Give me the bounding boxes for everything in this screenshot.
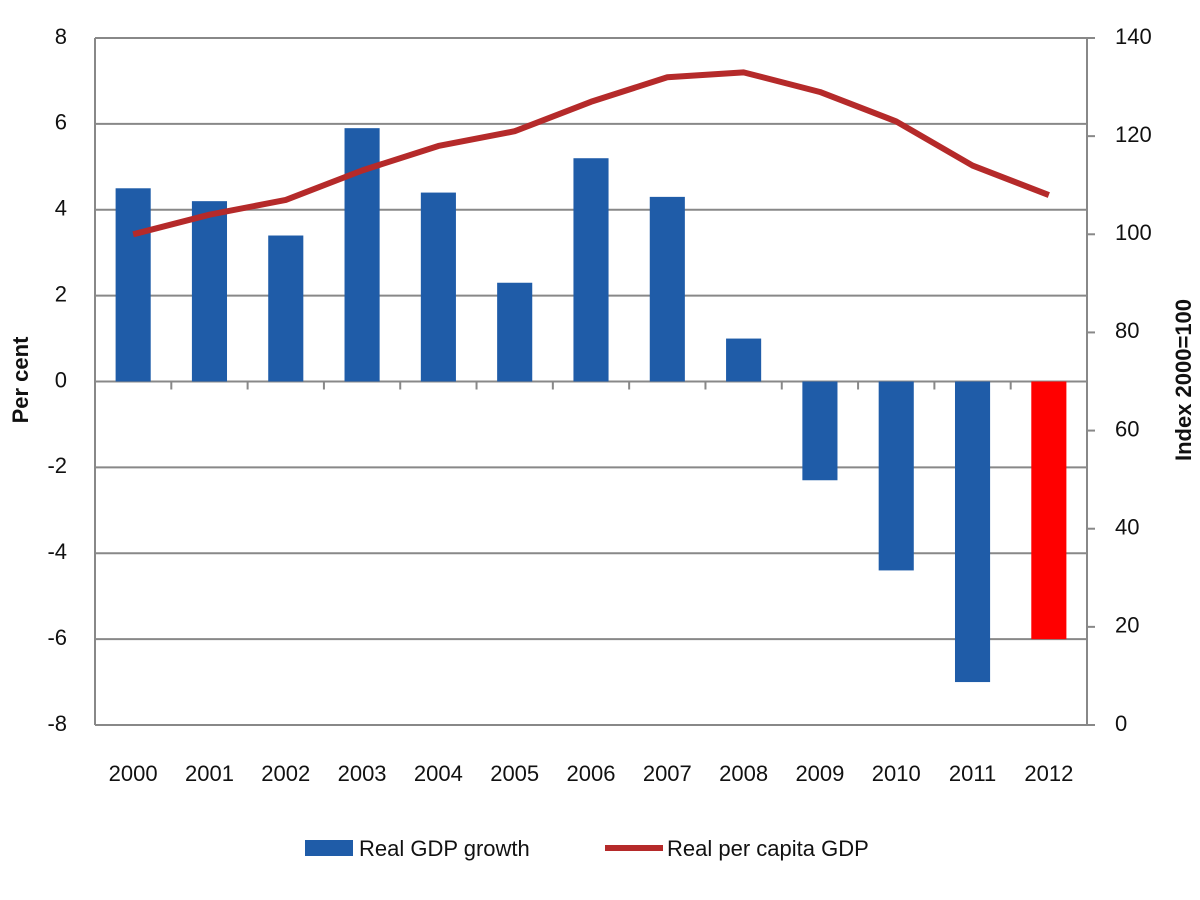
bar (420, 192, 456, 382)
x-tick-label: 2005 (490, 761, 539, 786)
x-tick-label: 2011 (949, 761, 996, 786)
x-tick-label: 2012 (1024, 761, 1073, 786)
y-tick-label: -2 (47, 453, 67, 478)
x-tick-label: 2003 (338, 761, 387, 786)
y-tick-label: -6 (47, 625, 67, 650)
y-tick-label: 2 (55, 281, 67, 306)
legend-label: Real per capita GDP (667, 836, 869, 861)
x-tick-label: 2000 (109, 761, 158, 786)
y-tick-label: -4 (47, 539, 67, 564)
y2-tick-label: 80 (1115, 318, 1139, 343)
bar (878, 381, 914, 571)
y2-tick-label: 60 (1115, 416, 1139, 441)
bar (573, 158, 609, 382)
x-tick-label: 2008 (719, 761, 768, 786)
y-axis-title: Per cent (8, 336, 33, 423)
x-tick-label: 2010 (872, 761, 921, 786)
y-tick-label: 0 (55, 367, 67, 392)
y2-tick-label: 20 (1115, 613, 1139, 638)
x-tick-label: 2004 (414, 761, 463, 786)
y-tick-label: 8 (55, 24, 67, 49)
y2-tick-label: 40 (1115, 515, 1139, 540)
bar (954, 381, 991, 683)
bar (497, 282, 533, 382)
bar (1031, 381, 1067, 640)
bar (115, 188, 151, 382)
x-tick-label: 2007 (643, 761, 692, 786)
bar (802, 381, 838, 481)
x-tick-label: 2006 (567, 761, 616, 786)
y-tick-label: -8 (47, 711, 67, 736)
line (132, 69, 1050, 238)
y2-tick-label: 100 (1115, 220, 1152, 245)
y-tick-label: 6 (55, 110, 67, 135)
bar (191, 201, 228, 382)
bar (649, 196, 685, 382)
bar (268, 235, 304, 382)
legend-label: Real GDP growth (359, 836, 530, 861)
x-tick-label: 2001 (185, 761, 234, 786)
y-tick-label: 4 (55, 196, 67, 221)
x-tick-label: 2002 (261, 761, 310, 786)
y2-tick-label: 0 (1115, 711, 1127, 736)
legend-swatch (305, 840, 353, 856)
y2-tick-label: 140 (1115, 24, 1152, 49)
y2-tick-label: 120 (1115, 122, 1152, 147)
y2-axis-title: Index 2000=100 (1171, 299, 1196, 461)
x-tick-label: 2009 (795, 761, 844, 786)
bar (726, 338, 762, 382)
